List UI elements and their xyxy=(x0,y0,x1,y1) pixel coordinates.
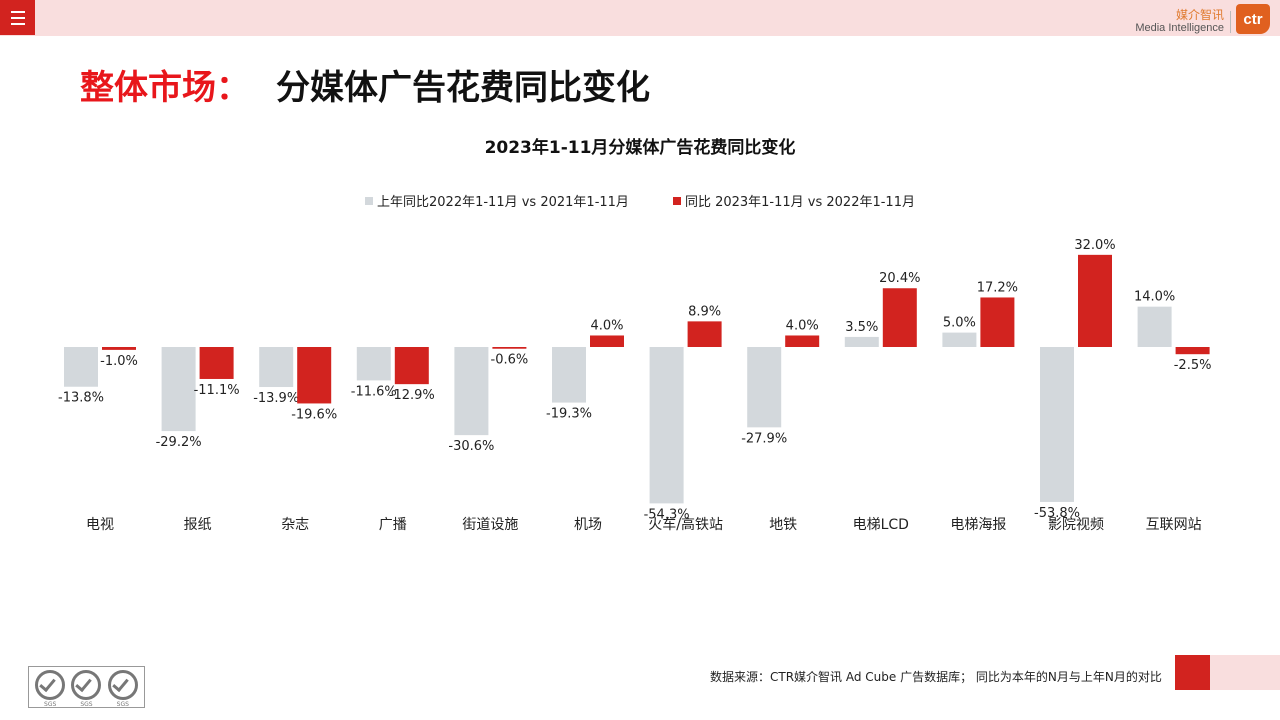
data-label-prev: -53.8% xyxy=(1034,506,1080,521)
top-bar xyxy=(0,0,1280,36)
legend-swatch-prev xyxy=(365,196,374,205)
data-label-curr: 32.0% xyxy=(1074,238,1115,253)
brand-text: 媒介智讯 Media Intelligence xyxy=(1135,9,1224,35)
data-label-curr: 20.4% xyxy=(879,271,920,286)
brand-name-cn: 媒介智讯 xyxy=(1175,8,1224,22)
page-title-main: 分媒体广告花费同比变化 xyxy=(276,68,650,108)
bar-curr xyxy=(297,347,332,404)
brand-divider xyxy=(1230,11,1231,33)
bar-prev xyxy=(844,336,879,347)
sgs-caption: SGS xyxy=(116,701,129,708)
data-label-curr: 4.0% xyxy=(786,318,819,333)
page-title: 整体市场： 分媒体广告花费同比变化 xyxy=(80,60,650,109)
bar-curr xyxy=(687,321,722,347)
bar-prev xyxy=(747,347,782,428)
data-label-curr: 4.0% xyxy=(590,318,623,333)
bar-prev xyxy=(454,347,489,436)
sgs-caption: SGS xyxy=(44,701,57,708)
category-label: 电视 xyxy=(86,517,114,533)
data-label-prev: -11.6% xyxy=(351,384,397,399)
sgs-seal-icon: SGS xyxy=(33,670,67,708)
data-label-prev: 3.5% xyxy=(845,320,878,335)
legend-swatch-curr xyxy=(672,196,681,205)
data-label-curr: -2.5% xyxy=(1174,358,1212,373)
legend-label-curr: 同比 2023年1-11月 vs 2022年1-11月 xyxy=(684,195,915,210)
category-label: 街道设施 xyxy=(462,517,518,533)
bar-curr xyxy=(590,335,624,347)
data-label-prev: 5.0% xyxy=(943,316,976,331)
bar-prev xyxy=(356,347,391,381)
page-title-prefix: 整体市场： xyxy=(80,68,250,108)
bar-curr xyxy=(1175,347,1210,355)
bar-prev xyxy=(942,332,977,347)
bar-prev xyxy=(552,347,586,403)
category-label: 电梯海报 xyxy=(950,517,1006,533)
category-label: 火车/高铁站 xyxy=(648,516,723,533)
data-label-prev: -13.8% xyxy=(58,391,104,406)
sgs-seal-icon: SGS xyxy=(69,670,103,708)
bar-prev xyxy=(161,347,196,432)
bar-curr xyxy=(102,347,136,350)
footer-red-block xyxy=(1175,655,1210,690)
bar-curr xyxy=(785,335,820,347)
bar-curr xyxy=(492,347,527,349)
chart-title: 2023年1-11月分媒体广告花费同比变化 xyxy=(484,138,796,158)
category-label: 报纸 xyxy=(184,517,212,533)
data-label-curr: 17.2% xyxy=(977,280,1018,295)
data-label-curr: -12.9% xyxy=(389,388,435,403)
data-label-curr: 8.9% xyxy=(688,304,721,319)
data-label-prev: -19.3% xyxy=(546,407,592,422)
brand-name-en: Media Intelligence xyxy=(1135,22,1224,34)
data-label-curr: -19.6% xyxy=(291,407,337,422)
sgs-caption: SGS xyxy=(80,701,93,708)
chart-legend: 上年同比2022年1-11月 vs 2021年1-11月 同比 2023年1-1… xyxy=(0,191,1280,210)
category-label: 机场 xyxy=(574,517,602,533)
bar-curr xyxy=(394,347,429,385)
data-label-curr: -0.6% xyxy=(491,353,529,368)
data-label-prev: -29.2% xyxy=(156,435,202,450)
bar-curr xyxy=(980,297,1015,347)
footer-pink-block xyxy=(1210,655,1280,690)
data-label-curr: -1.0% xyxy=(100,354,138,369)
ctr-logo: ctr xyxy=(1236,4,1270,34)
sgs-seal-icon: SGS xyxy=(106,670,140,708)
bar-curr xyxy=(882,288,917,347)
category-label: 电梯LCD xyxy=(853,517,909,533)
bar-curr xyxy=(199,347,234,379)
data-label-prev: -30.6% xyxy=(448,439,494,454)
menu-icon[interactable] xyxy=(0,0,35,35)
category-label: 互联网站 xyxy=(1146,517,1202,533)
data-source-note: 数据来源：CTR媒介智讯 Ad Cube 广告数据库； 同比为本年的N月与上年N… xyxy=(710,670,1162,684)
bar-prev xyxy=(1040,347,1074,502)
category-label: 杂志 xyxy=(281,517,309,533)
data-label-prev: 14.0% xyxy=(1134,290,1175,305)
category-label: 影院视频 xyxy=(1048,517,1104,533)
data-label-curr: -11.1% xyxy=(194,383,240,398)
legend-item-curr: 同比 2023年1-11月 vs 2022年1-11月 xyxy=(672,191,915,210)
bar-prev xyxy=(259,347,294,388)
bar-curr xyxy=(1078,254,1112,347)
bar-prev xyxy=(649,347,684,504)
sgs-certification-badge: SGS SGS SGS xyxy=(28,666,145,708)
bar-prev xyxy=(1137,306,1172,347)
data-label-prev: -54.3% xyxy=(644,507,690,522)
bar-prev xyxy=(64,347,98,387)
category-label: 地铁 xyxy=(769,517,797,533)
legend-item-prev: 上年同比2022年1-11月 vs 2021年1-11月 xyxy=(365,191,629,210)
legend-label-prev: 上年同比2022年1-11月 vs 2021年1-11月 xyxy=(377,195,629,210)
data-label-prev: -13.9% xyxy=(253,391,299,406)
data-label-prev: -27.9% xyxy=(741,431,787,446)
category-label: 广播 xyxy=(379,517,407,533)
